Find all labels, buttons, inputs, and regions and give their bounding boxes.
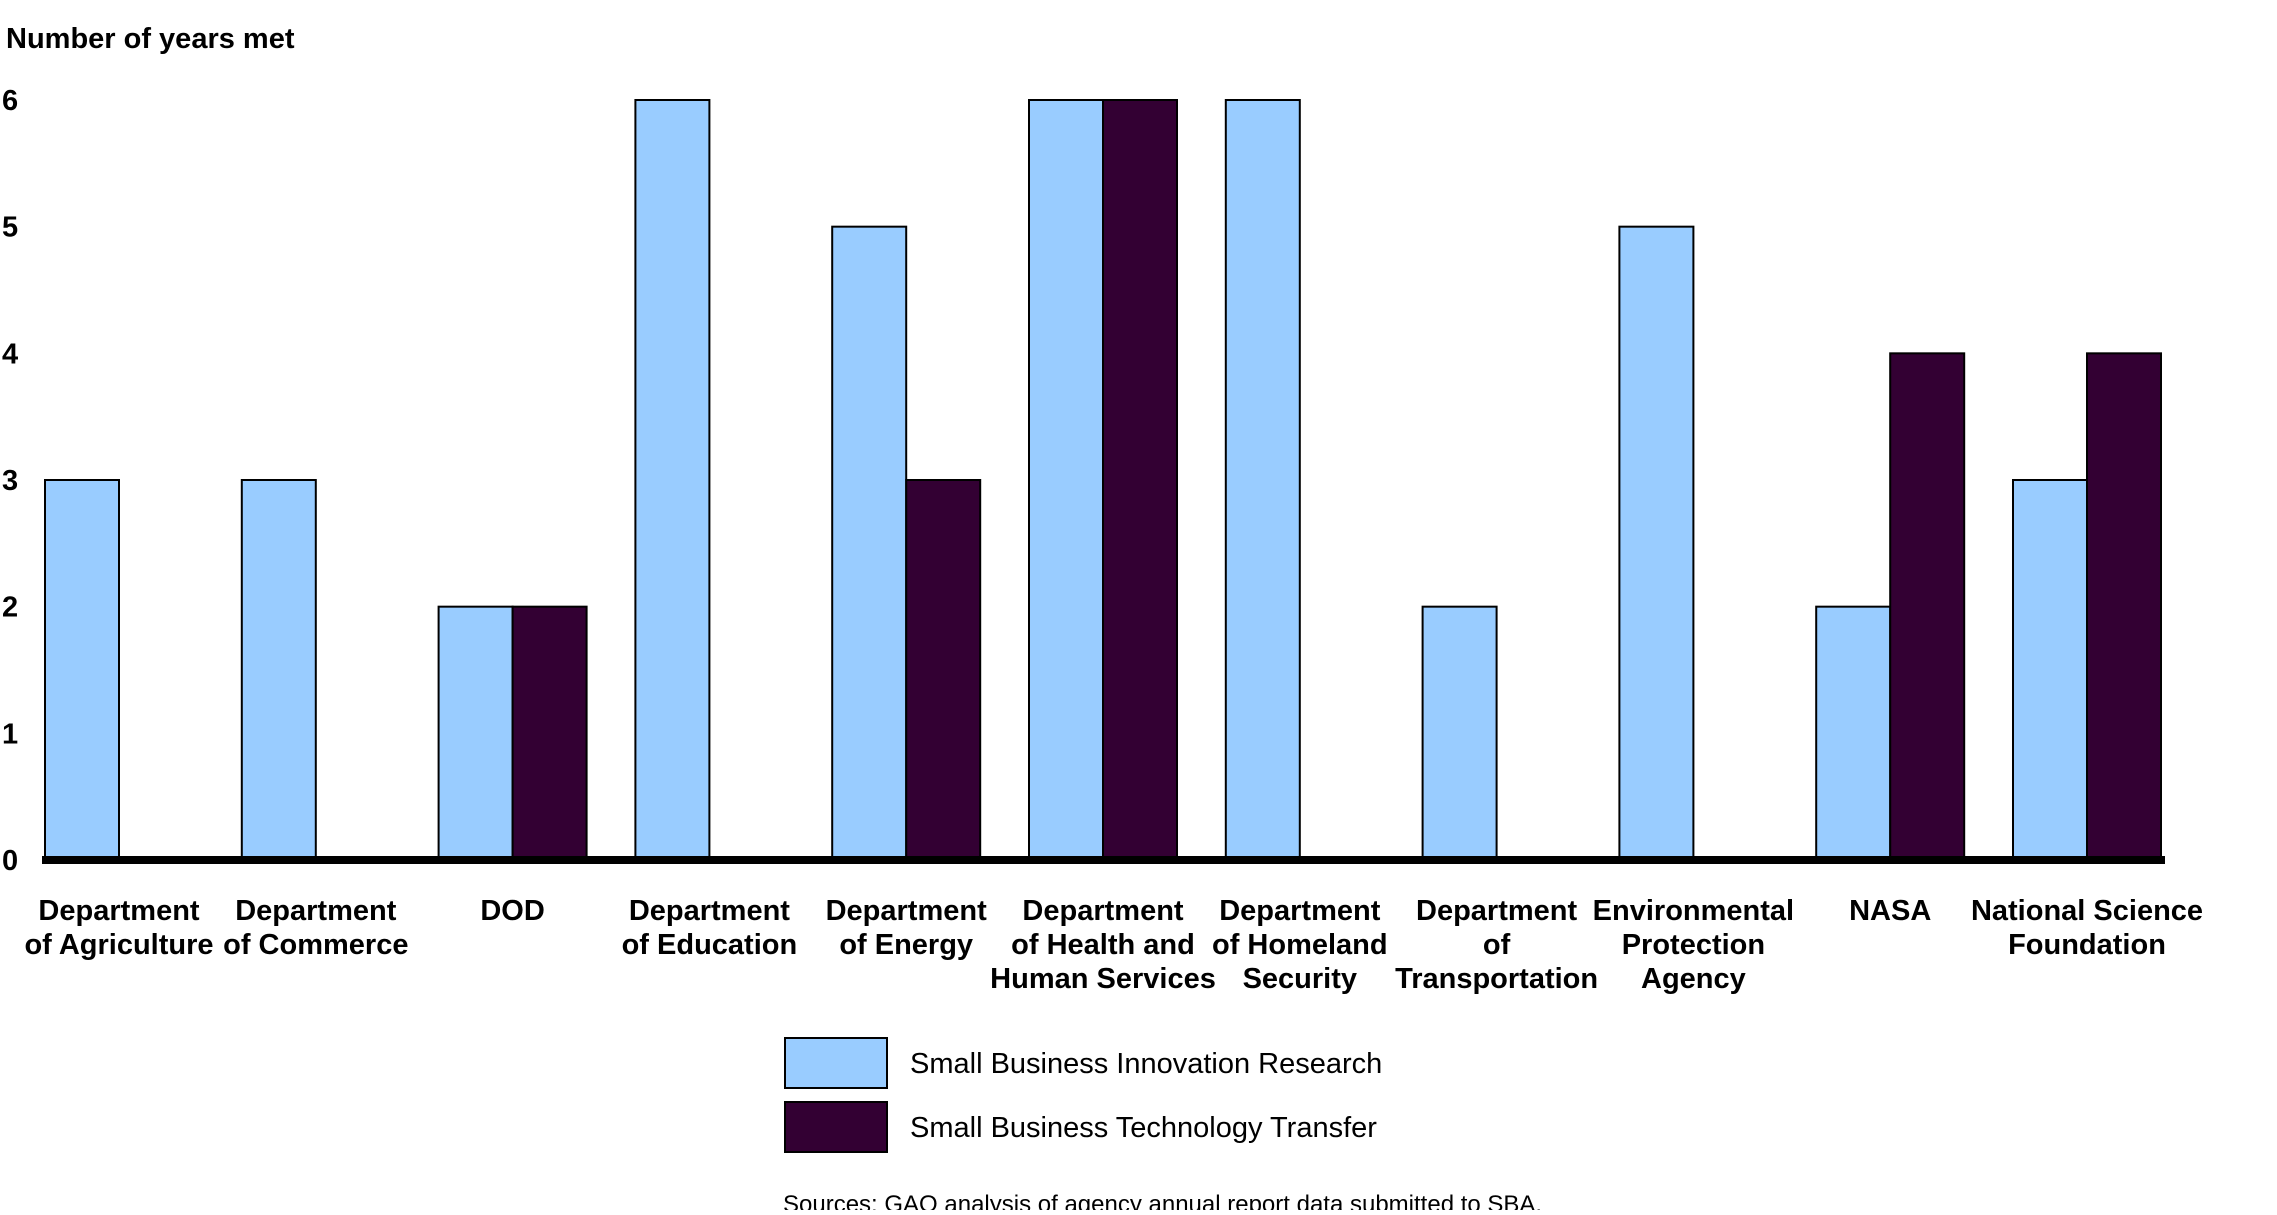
bar-sbir — [240, 479, 317, 861]
x-tick-label: of Education — [622, 929, 798, 961]
x-tick-label: of Health and — [1011, 929, 1195, 961]
x-tick-label: Department — [1022, 895, 1183, 927]
x-tick-label: Foundation — [2008, 929, 2166, 961]
x-tick-label: Security — [1243, 963, 1357, 995]
x-tick-label: Department — [826, 895, 987, 927]
bar-sttr — [905, 479, 982, 861]
x-tick-label: Department — [235, 895, 396, 927]
legend-swatch — [784, 1101, 888, 1153]
x-tick-label: of Agriculture — [24, 929, 213, 961]
x-tick-label: of Commerce — [223, 929, 408, 961]
x-tick-label: Department — [38, 895, 199, 927]
x-tick-label: of Homeland — [1212, 929, 1388, 961]
x-tick-label: NASA — [1849, 895, 1931, 927]
bar-sbir — [831, 225, 908, 861]
x-tick-label: Agency — [1641, 963, 1746, 995]
bar-sttr — [511, 605, 588, 862]
legend: Small Business Innovation Research Small … — [784, 1037, 1382, 1153]
y-axis-ticks: 0 1 2 3 4 5 6 — [2, 85, 18, 877]
y-tick-label: 3 — [2, 465, 18, 497]
y-axis-title: Number of years met — [6, 23, 295, 55]
legend-label: Small Business Technology Transfer — [910, 1112, 1377, 1144]
x-tick-label: National Science — [1971, 895, 2203, 927]
x-tick-label: DOD — [480, 895, 544, 927]
bar-sbir — [634, 99, 711, 861]
legend-label: Small Business Innovation Research — [910, 1048, 1382, 1080]
bar-sbir — [44, 479, 120, 861]
source-note: Sources: GAO analysis of agency annual r… — [783, 1191, 1542, 1210]
x-tick-label: of Energy — [839, 929, 973, 961]
x-tick-label: Protection — [1622, 929, 1765, 961]
y-tick-label: 4 — [2, 338, 18, 370]
x-tick-label: Environmental — [1593, 895, 1794, 927]
y-tick-label: 5 — [2, 212, 18, 244]
bar-sttr — [1102, 99, 1178, 861]
bars — [44, 99, 2162, 862]
x-tick-label: Department — [1219, 895, 1380, 927]
x-tick-label: of — [1483, 929, 1511, 961]
legend-swatch — [784, 1037, 888, 1089]
x-tick-label: Human Services — [990, 963, 1216, 995]
bar-sbir — [1028, 99, 1104, 861]
x-tick-label: Department — [1416, 895, 1577, 927]
bar-sbir — [437, 605, 514, 862]
bar-sbir — [2012, 479, 2088, 861]
y-tick-label: 0 — [2, 845, 18, 877]
y-tick-label: 2 — [2, 592, 18, 624]
bar-sbir — [1618, 225, 1695, 861]
bar-sbir — [1815, 605, 1892, 862]
y-tick-label: 1 — [2, 718, 18, 750]
x-tick-label: Transportation — [1395, 963, 1598, 995]
bar-sbir — [1421, 605, 1498, 862]
bar-sttr — [1889, 352, 1966, 861]
bar-sttr — [2086, 352, 2162, 861]
bar-sbir — [1224, 99, 1301, 861]
y-tick-label: 6 — [2, 85, 18, 117]
x-tick-label: Department — [629, 895, 790, 927]
